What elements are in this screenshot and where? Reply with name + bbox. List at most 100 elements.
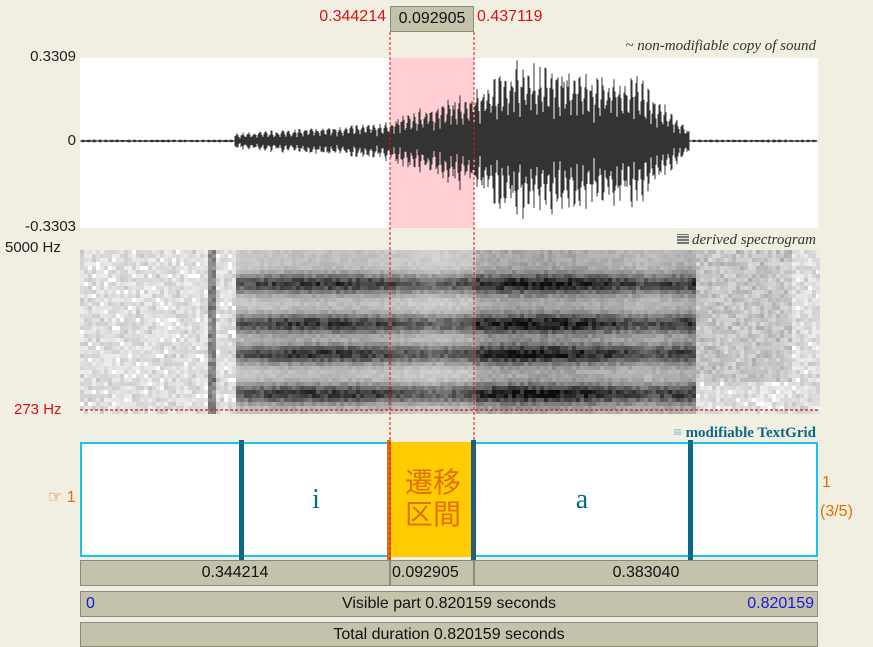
spectrogram-cell — [368, 254, 372, 258]
spectrogram-cell — [536, 326, 540, 330]
spectrogram-cell — [464, 362, 468, 366]
spectrogram-cell — [476, 310, 480, 314]
spectrogram-cell — [452, 258, 456, 262]
spectrogram-cell — [480, 258, 484, 262]
spectrogram-cell — [136, 330, 140, 334]
spectrogram-cell — [180, 390, 184, 394]
spectrogram-cell — [112, 250, 116, 254]
spectrogram-cell — [352, 346, 356, 350]
spectrogram-cell — [388, 362, 392, 366]
spectrogram-cell — [544, 382, 548, 386]
spectrogram-cell — [80, 338, 84, 342]
spectrogram-cell — [416, 302, 420, 306]
spectrogram-cell — [496, 298, 500, 302]
spectrogram-cell — [532, 390, 536, 394]
spectrogram-cell — [152, 322, 156, 326]
spectrogram-cell — [540, 254, 544, 258]
spectrogram-cell — [108, 350, 112, 354]
spectrogram-cell — [276, 346, 280, 350]
spectrogram-cell — [532, 326, 536, 330]
spectrogram-cell — [124, 306, 128, 310]
spectrogram-cell — [132, 318, 136, 322]
spectrogram-cell — [540, 378, 544, 382]
spectrogram-cell — [420, 374, 424, 378]
spectrogram-cell — [244, 266, 248, 270]
spectrogram-cell — [288, 270, 292, 274]
spectrogram-cell — [320, 266, 324, 270]
spectrogram-cell — [192, 362, 196, 366]
spectrogram-cell — [244, 290, 248, 294]
spectrogram-cell — [468, 394, 472, 398]
spectrogram-cell — [256, 406, 260, 410]
spectrogram-cell — [292, 274, 296, 278]
spectrogram-cell — [148, 350, 152, 354]
spectrogram-cell — [356, 402, 360, 406]
spectrogram-cell — [304, 354, 308, 358]
spectrogram-cell — [300, 294, 304, 298]
spectrogram-cell — [476, 366, 480, 370]
spectrogram-cell — [300, 326, 304, 330]
spectrogram-cell — [364, 270, 368, 274]
spectrogram-cell — [144, 402, 148, 406]
spectrogram-cell — [348, 294, 352, 298]
spectrogram-cell — [368, 326, 372, 330]
spectrogram-cell — [376, 358, 380, 362]
spectrogram-cell — [488, 290, 492, 294]
spectrogram-cell — [476, 266, 480, 270]
spectrogram-cell — [332, 318, 336, 322]
spectrogram-cell — [164, 258, 168, 262]
spectrogram-cell — [264, 350, 268, 354]
spectrogram-cell — [116, 334, 120, 338]
spectrogram-cell — [432, 262, 436, 266]
spectrogram-cell — [336, 262, 340, 266]
spectrogram-cell — [492, 334, 496, 338]
spectrogram-cell — [420, 326, 424, 330]
spectrogram-cell — [548, 250, 552, 254]
spectrogram-cell — [424, 286, 428, 290]
spectrogram-cell — [108, 358, 112, 362]
spectrogram-cell — [500, 334, 504, 338]
spectrogram-cell — [148, 310, 152, 314]
spectrogram-cell — [80, 266, 84, 270]
spectrogram-cell — [252, 374, 256, 378]
spectrogram-cell — [460, 394, 464, 398]
spectrogram-cell — [364, 346, 368, 350]
spectrogram-cell — [560, 386, 564, 390]
spectrogram-cell — [212, 366, 216, 370]
spectrogram-cell — [184, 270, 188, 274]
spectrogram-cell — [348, 306, 352, 310]
spectrogram-cell — [512, 342, 516, 346]
spectrogram-cell — [240, 290, 244, 294]
spectrogram-cell — [256, 386, 260, 390]
spectrogram-cell — [436, 306, 440, 310]
spectrogram-cell — [264, 266, 268, 270]
spectrogram-cell — [512, 390, 516, 394]
spectrogram-cell — [352, 334, 356, 338]
spectrogram-cell — [232, 298, 236, 302]
spectrogram-cell — [524, 366, 528, 370]
spectrogram-cell — [420, 282, 424, 286]
spectrogram-cell — [336, 410, 340, 414]
spectrogram-cell — [564, 378, 568, 382]
spectrogram-cell — [288, 398, 292, 402]
spectrogram-cell — [352, 270, 356, 274]
spectrogram-cell — [300, 346, 304, 350]
spectrogram-cell — [144, 262, 148, 266]
spectrogram-cell — [460, 250, 464, 254]
spectrogram-cell — [236, 322, 240, 326]
spectrogram-cell — [316, 274, 320, 278]
spectrogram-cell — [284, 350, 288, 354]
spectrogram-cell — [532, 266, 536, 270]
spectrogram-cell — [568, 406, 572, 410]
spectrogram-cell — [276, 402, 280, 406]
selection-duration[interactable]: 0.092905 — [390, 6, 474, 32]
spectrogram-cell — [376, 282, 380, 286]
spectrogram-cell — [316, 398, 320, 402]
spectrogram-cell — [96, 318, 100, 322]
spectrogram-cell — [408, 290, 412, 294]
spectrogram-cell — [280, 266, 284, 270]
spectrogram-cell — [200, 398, 204, 402]
spectrogram-cell — [536, 258, 540, 262]
spectrogram-cell — [452, 370, 456, 374]
spectrogram-cell — [416, 266, 420, 270]
